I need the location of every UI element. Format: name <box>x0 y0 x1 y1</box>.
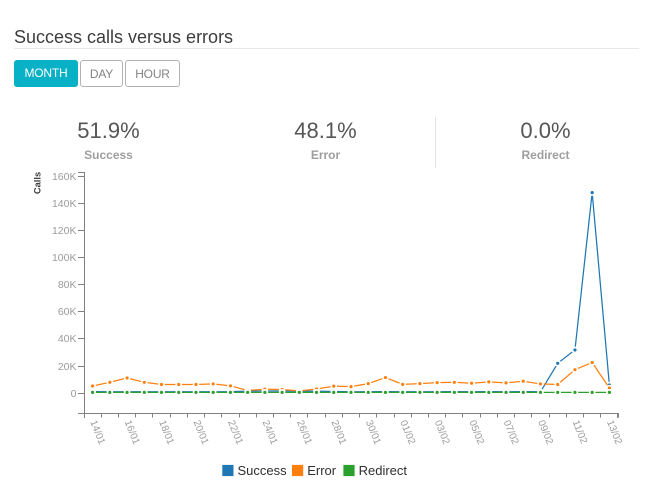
svg-text:20/01: 20/01 <box>191 419 211 447</box>
svg-text:Success: Success <box>238 463 288 478</box>
svg-text:03/02: 03/02 <box>432 419 452 447</box>
svg-text:14/01: 14/01 <box>87 419 107 447</box>
svg-text:140K: 140K <box>52 198 77 210</box>
svg-text:120K: 120K <box>52 225 77 237</box>
svg-text:60K: 60K <box>58 306 77 318</box>
svg-text:16/01: 16/01 <box>122 419 142 447</box>
svg-text:28/01: 28/01 <box>328 419 348 447</box>
svg-text:05/02: 05/02 <box>466 419 486 447</box>
svg-text:01/02: 01/02 <box>397 419 417 447</box>
svg-text:30/01: 30/01 <box>363 419 383 447</box>
svg-text:20K: 20K <box>58 361 77 373</box>
svg-text:100K: 100K <box>52 252 77 264</box>
svg-text:40K: 40K <box>58 333 77 345</box>
svg-text:0: 0 <box>71 388 77 400</box>
svg-text:18/01: 18/01 <box>156 419 176 447</box>
svg-text:11/02: 11/02 <box>570 419 589 446</box>
svg-text:26/01: 26/01 <box>294 419 314 447</box>
svg-text:Calls: Calls <box>32 172 42 194</box>
svg-text:07/02: 07/02 <box>501 419 521 447</box>
svg-text:80K: 80K <box>58 279 77 291</box>
svg-text:13/02: 13/02 <box>604 419 624 447</box>
svg-text:160K: 160K <box>52 171 77 183</box>
svg-text:Redirect: Redirect <box>359 463 408 478</box>
svg-text:22/01: 22/01 <box>225 419 245 447</box>
svg-text:09/02: 09/02 <box>535 419 555 447</box>
svg-text:Error: Error <box>307 463 337 478</box>
svg-text:24/01: 24/01 <box>260 419 280 447</box>
